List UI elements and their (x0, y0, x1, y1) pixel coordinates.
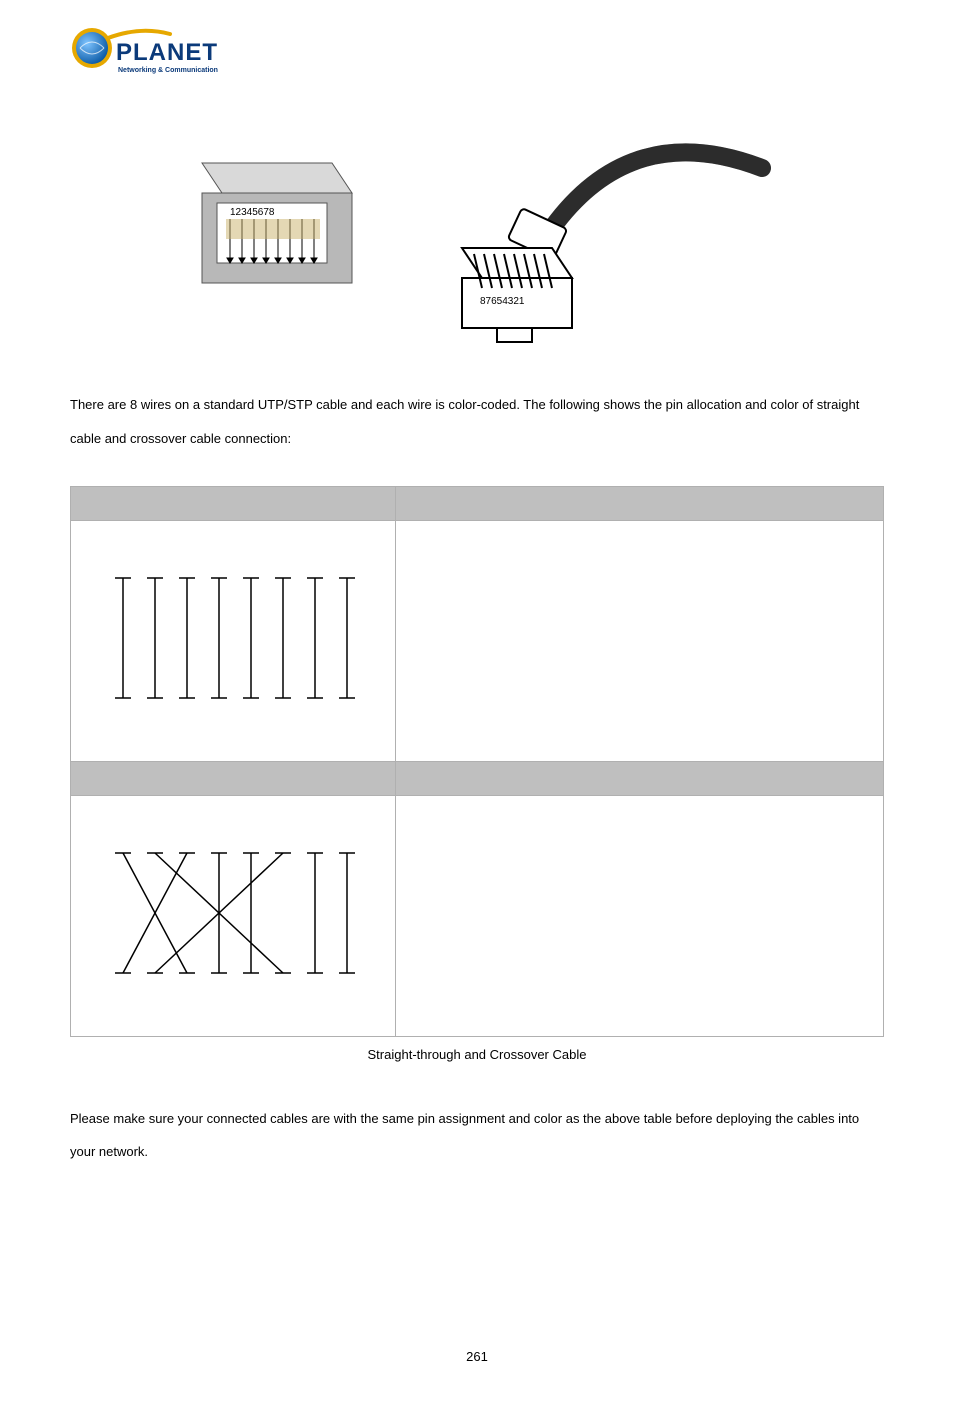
crossover-cable-colors (396, 795, 884, 1036)
cable-pinout-table (70, 486, 884, 1037)
straight-cable-colors (396, 520, 884, 761)
closing-paragraph: Please make sure your connected cables a… (70, 1102, 884, 1170)
brand-logo: PLANET Networking & Communication (70, 28, 240, 78)
rj45-plug-icon: 87654321 (432, 98, 772, 348)
brand-tagline: Networking & Communication (118, 67, 218, 74)
crossover-cable-diagram (71, 795, 396, 1036)
table-header-cell (71, 486, 396, 520)
page-number: 261 (70, 1349, 884, 1364)
svg-text:87654321: 87654321 (480, 296, 525, 307)
table-header-cell (396, 761, 884, 795)
intro-paragraph: There are 8 wires on a standard UTP/STP … (70, 388, 884, 456)
rj45-illustration: 12345678 (70, 98, 884, 348)
svg-text:12345678: 12345678 (230, 207, 275, 218)
table-header-cell (396, 486, 884, 520)
straight-cable-diagram (71, 520, 396, 761)
brand-text: PLANET (116, 39, 218, 66)
rj45-jack-icon: 12345678 (182, 143, 372, 303)
table-caption: Straight-through and Crossover Cable (70, 1047, 884, 1062)
table-header-cell (71, 761, 396, 795)
